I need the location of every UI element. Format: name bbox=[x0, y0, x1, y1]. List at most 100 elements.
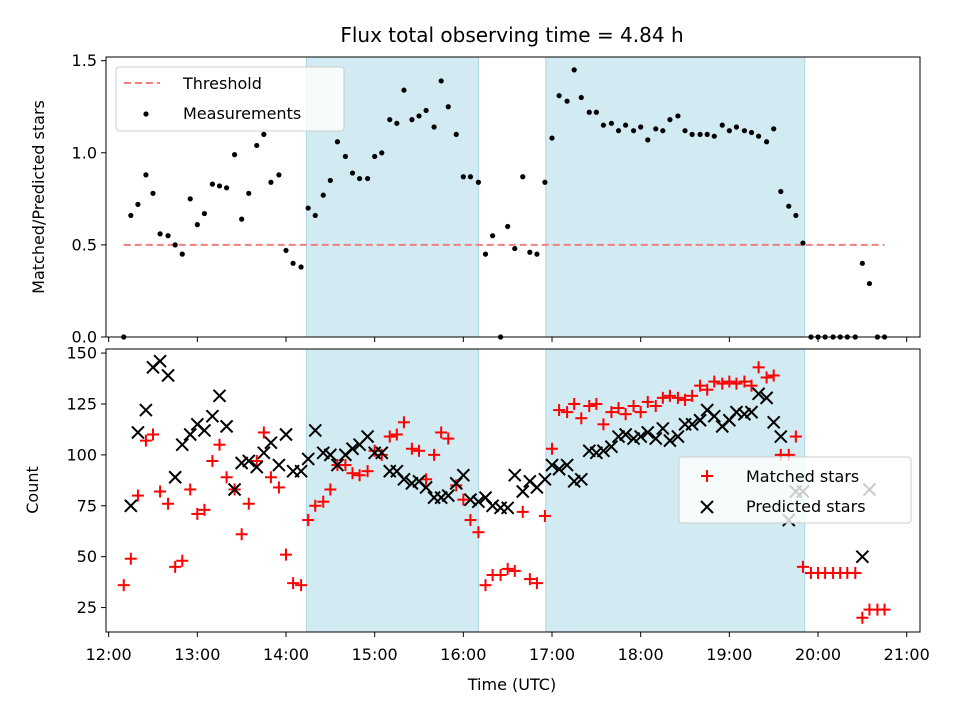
y-tick-label: 75 bbox=[77, 496, 97, 515]
predicted-stars-point bbox=[485, 499, 500, 513]
measurement-point bbox=[564, 98, 570, 104]
count-panel-y-label: Count bbox=[23, 466, 42, 514]
measurement-point bbox=[549, 135, 555, 141]
x-tick-label: 13:00 bbox=[174, 645, 220, 664]
predicted-stars-point bbox=[183, 427, 197, 442]
predicted-stars-point bbox=[766, 415, 781, 430]
ratio-panel-frame bbox=[105, 56, 921, 338]
legend-box bbox=[115, 66, 345, 132]
measurement-point bbox=[157, 231, 163, 237]
matched-stars-point bbox=[641, 395, 654, 408]
x-tick-label: 19:00 bbox=[706, 645, 752, 664]
predicted-stars-point bbox=[139, 403, 153, 417]
measurement-point bbox=[143, 172, 149, 178]
predicted-stars-point bbox=[671, 429, 685, 444]
measurement-point bbox=[423, 107, 429, 114]
count-panel-frame bbox=[105, 348, 921, 633]
matched-stars-point bbox=[361, 465, 374, 478]
measurement-point bbox=[630, 128, 637, 134]
matched-stars-point bbox=[530, 577, 543, 590]
x-tick-label: 17:00 bbox=[529, 645, 575, 664]
measurement-point bbox=[268, 179, 274, 185]
matched-stars-point bbox=[716, 377, 729, 390]
matched-stars-point bbox=[198, 503, 211, 516]
predicted-stars-point bbox=[545, 458, 559, 472]
measurement-point bbox=[246, 190, 252, 196]
measurement-point bbox=[800, 240, 806, 246]
predicted-stars-point bbox=[604, 440, 619, 454]
measurement-point bbox=[172, 242, 178, 248]
predicted-stars-point bbox=[685, 417, 699, 432]
x-tick-label: 12:00 bbox=[86, 645, 132, 664]
predicted-stars-point bbox=[707, 409, 721, 423]
measurement-point bbox=[460, 174, 466, 180]
predicted-stars-point bbox=[250, 460, 264, 474]
matched-stars-point bbox=[131, 489, 144, 502]
measurement-point bbox=[482, 251, 489, 257]
measurement-point bbox=[512, 245, 518, 252]
legend-box bbox=[678, 456, 912, 524]
predicted-stars-point bbox=[596, 444, 611, 458]
matched-stars-point bbox=[176, 554, 189, 567]
measurement-point bbox=[394, 120, 400, 126]
x-axis-label: Time (UTC) bbox=[467, 675, 556, 694]
measurement-point bbox=[431, 124, 437, 130]
measurement-point bbox=[320, 192, 326, 198]
matched-stars-point bbox=[146, 428, 159, 441]
matched-stars-point bbox=[494, 568, 507, 581]
predicted-stars-point bbox=[774, 429, 788, 444]
matched-stars-point bbox=[206, 454, 219, 467]
measurement-point bbox=[527, 249, 533, 255]
matched-stars-point bbox=[272, 481, 285, 494]
predicted-stars-point bbox=[124, 499, 138, 513]
measurement-point bbox=[660, 128, 666, 134]
measurement-point bbox=[209, 181, 216, 187]
matched-stars-point bbox=[679, 393, 692, 406]
matched-stars-point bbox=[124, 552, 137, 565]
measurement-point bbox=[223, 185, 230, 191]
matched-stars-point bbox=[568, 397, 581, 410]
matched-stars-point bbox=[538, 509, 551, 522]
count-panel-matched-stars bbox=[117, 361, 891, 624]
measurement-point bbox=[505, 223, 511, 230]
matched-stars-point bbox=[686, 389, 699, 402]
matched-stars-point bbox=[235, 528, 248, 541]
matched-stars-point bbox=[280, 548, 293, 561]
measurement-point bbox=[675, 113, 681, 119]
matched-stars-point bbox=[353, 469, 366, 482]
measurement-point bbox=[356, 175, 363, 182]
matched-stars-point bbox=[694, 379, 707, 392]
matched-stars-point bbox=[162, 497, 175, 510]
matched-stars-point bbox=[523, 573, 536, 586]
x-tick-label: 16:00 bbox=[440, 645, 486, 664]
measurement-point bbox=[342, 153, 349, 160]
matched-stars-point bbox=[435, 426, 448, 439]
matched-stars-point bbox=[242, 497, 255, 510]
matched-stars-point bbox=[849, 566, 862, 579]
matched-stars-point bbox=[583, 400, 596, 413]
legend-threshold-label: Threshold bbox=[182, 74, 262, 93]
measurement-point bbox=[387, 117, 393, 123]
predicted-stars-point bbox=[279, 427, 293, 442]
matched-stars-point bbox=[250, 454, 263, 467]
predicted-stars-point bbox=[175, 437, 189, 452]
legend-matched-label: Matched stars bbox=[746, 467, 859, 486]
measurement-point bbox=[475, 179, 482, 185]
predicted-stars-point bbox=[301, 452, 315, 466]
matched-stars-point bbox=[169, 560, 182, 573]
measurement-point bbox=[608, 120, 615, 126]
count-panel-legend: Matched stars Predicted stars bbox=[678, 456, 912, 524]
predicted-stars-point bbox=[227, 482, 242, 497]
predicted-stars-point bbox=[397, 472, 411, 487]
matched-stars-point bbox=[191, 507, 204, 520]
matched-stars-point bbox=[295, 579, 308, 592]
measurement-point bbox=[778, 188, 784, 195]
matched-stars-point bbox=[508, 564, 521, 577]
predicted-stars-point bbox=[574, 472, 588, 487]
measurement-point bbox=[542, 179, 548, 185]
matched-stars-point bbox=[472, 526, 485, 539]
measurement-point bbox=[653, 126, 659, 132]
shaded-interval-2 bbox=[545, 56, 806, 338]
y-tick-label: 125 bbox=[66, 394, 97, 413]
